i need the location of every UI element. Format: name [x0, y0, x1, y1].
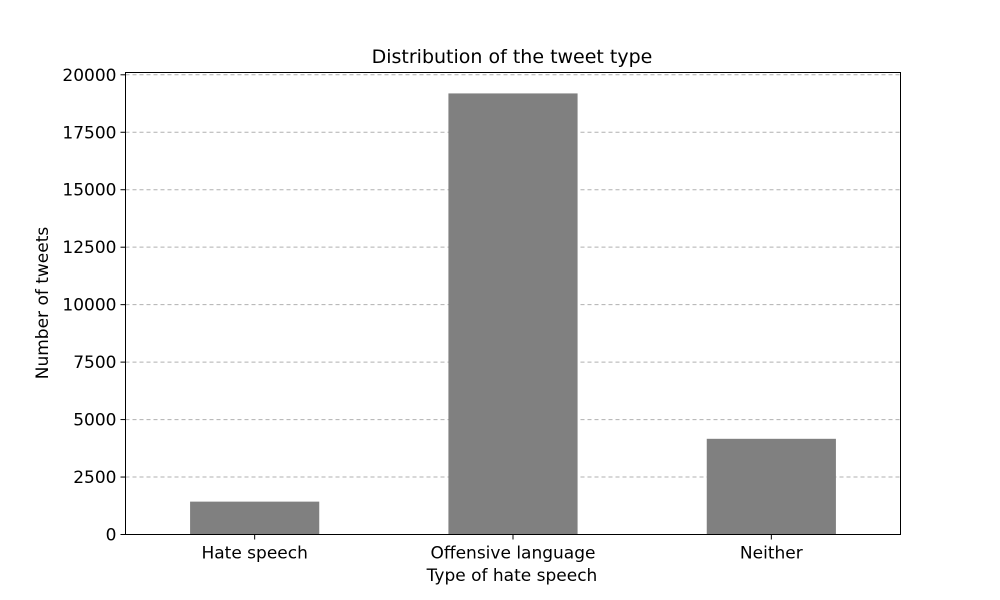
y-tick-label: 12500	[62, 238, 116, 258]
y-tick-label: 17500	[62, 123, 116, 143]
y-tick-label: 20000	[62, 66, 116, 86]
bar-offensive-language	[448, 93, 578, 535]
y-axis-label: Number of tweets	[33, 227, 53, 380]
bar-neither	[706, 438, 836, 535]
x-tick-label: Offensive language	[431, 544, 596, 564]
x-axis-label: Type of hate speech	[426, 566, 598, 586]
y-tick-label: 0	[106, 526, 117, 546]
y-axis-ticks: 0 2500 5000 7500 10000 12500 15000 17500 20000	[62, 66, 126, 546]
y-tick-label: 15000	[62, 181, 116, 201]
y-tick-label: 5000	[73, 411, 116, 431]
x-tick-label: Neither	[740, 544, 803, 564]
y-tick-label: 7500	[73, 353, 116, 373]
x-tick-label: Hate speech	[201, 544, 307, 564]
bar-hate-speech	[190, 501, 320, 535]
x-axis-ticks: Hate speech Offensive language Neither	[201, 534, 803, 564]
chart-title: Distribution of the tweet type	[372, 46, 653, 68]
y-tick-label: 2500	[73, 468, 116, 488]
bars	[190, 93, 836, 535]
y-tick-label: 10000	[62, 296, 116, 316]
